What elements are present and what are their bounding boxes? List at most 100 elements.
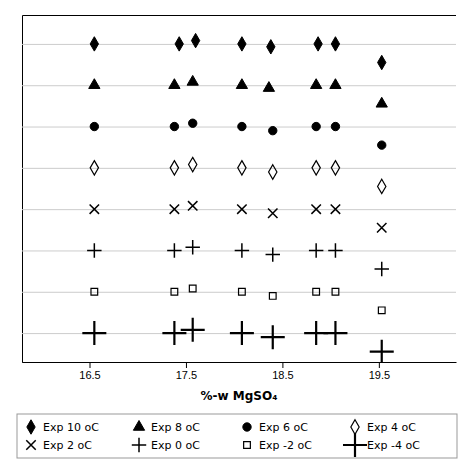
legend-entry: Exp 2 oC: [26, 439, 92, 452]
point: [239, 288, 246, 295]
point: [170, 204, 179, 213]
point: [191, 33, 199, 47]
point: [311, 204, 320, 213]
point: [238, 37, 246, 51]
x-axis-title: %-w MgSO₄: [201, 389, 278, 403]
x-tick: 18.5: [272, 362, 293, 381]
point: [314, 37, 322, 51]
legend-label: Exp 6 oC: [259, 421, 308, 434]
legend-label: Exp 8 oC: [151, 421, 200, 434]
legend-label: Exp 2 oC: [43, 439, 92, 452]
point: [162, 321, 186, 345]
point: [170, 161, 178, 175]
point: [90, 122, 98, 130]
point: [269, 126, 277, 134]
series: [91, 285, 385, 314]
series: [87, 240, 389, 276]
series: [90, 201, 387, 232]
series: [90, 157, 386, 193]
series: [90, 119, 386, 149]
point: [189, 119, 197, 127]
point: [181, 318, 205, 342]
grid-line: [22, 168, 456, 169]
grid-line: [22, 209, 456, 210]
point: [378, 179, 386, 193]
point: [171, 288, 178, 295]
legend-entry: Exp -2 oC: [244, 439, 312, 452]
point: [378, 307, 385, 314]
legend-swatch: [244, 442, 251, 449]
x-tick-label: 16.5: [79, 369, 100, 381]
legend-swatch: [243, 423, 251, 431]
point: [378, 55, 386, 69]
x-tick-mark: [90, 362, 91, 368]
x-tick-label: 17.5: [176, 369, 197, 381]
x-tick-label: 19.5: [369, 369, 390, 381]
point: [330, 79, 341, 89]
point: [261, 325, 285, 349]
point: [169, 79, 180, 89]
legend-swatch: [27, 420, 35, 434]
point: [167, 243, 181, 257]
point: [90, 37, 98, 51]
points: [82, 33, 393, 362]
plot: 16.5 17.5 18.5 19.5 %-w MgSO₄: [22, 16, 457, 404]
x-axis-line: [23, 362, 457, 363]
point: [311, 79, 322, 89]
y-axis: [22, 16, 456, 363]
point: [263, 82, 274, 92]
point: [323, 321, 347, 345]
legend-swatch: [26, 440, 35, 449]
x-tick-mark: [282, 362, 283, 368]
point: [236, 79, 247, 89]
point: [309, 243, 323, 257]
point: [170, 122, 178, 130]
x-tick-mark: [186, 362, 187, 368]
legend-swatch: [133, 420, 144, 430]
legend-swatch: [132, 438, 146, 452]
legend-entry: Exp 4 oC: [351, 420, 416, 434]
point: [375, 262, 389, 276]
point: [331, 122, 339, 130]
point: [331, 161, 339, 175]
point: [268, 209, 277, 218]
point: [87, 243, 101, 257]
point: [267, 40, 275, 54]
point: [376, 97, 387, 107]
point: [328, 243, 342, 257]
series: [90, 33, 386, 69]
x-tick-label: 18.5: [272, 369, 293, 381]
point: [312, 161, 320, 175]
point: [269, 293, 276, 300]
point: [188, 201, 197, 210]
point: [377, 223, 386, 232]
point: [238, 122, 246, 130]
legend-entry: Exp -4 oC: [343, 433, 420, 457]
point: [312, 122, 320, 130]
legend-entry: Exp 8 oC: [133, 420, 200, 433]
point: [237, 204, 246, 213]
point: [313, 288, 320, 295]
legend-label: Exp 4 oC: [367, 421, 416, 434]
legend-label: Exp -2 oC: [259, 439, 312, 452]
point: [230, 321, 254, 345]
point: [269, 165, 277, 179]
point: [378, 141, 386, 149]
point: [331, 37, 339, 51]
legend-frame: [17, 414, 457, 458]
legend-entry: Exp 10 oC: [27, 420, 99, 434]
point: [185, 240, 199, 254]
series: [89, 75, 388, 107]
legend: Exp 10 oC Exp 8 oC Exp 6 oC Exp 4 oC Exp 2 o…: [17, 414, 457, 458]
point: [175, 37, 183, 51]
legend-label: Exp 10 oC: [43, 421, 99, 434]
point: [90, 161, 98, 175]
point: [238, 161, 246, 175]
point: [235, 243, 249, 257]
y-tick: [22, 168, 456, 169]
legend-label: Exp -4 oC: [367, 439, 420, 452]
point: [90, 204, 99, 213]
x-tick: 17.5: [176, 362, 197, 381]
point: [332, 288, 339, 295]
chart: 16.5 17.5 18.5 19.5 %-w MgSO₄ Exp 10 oC Exp 8 …: [0, 0, 474, 474]
